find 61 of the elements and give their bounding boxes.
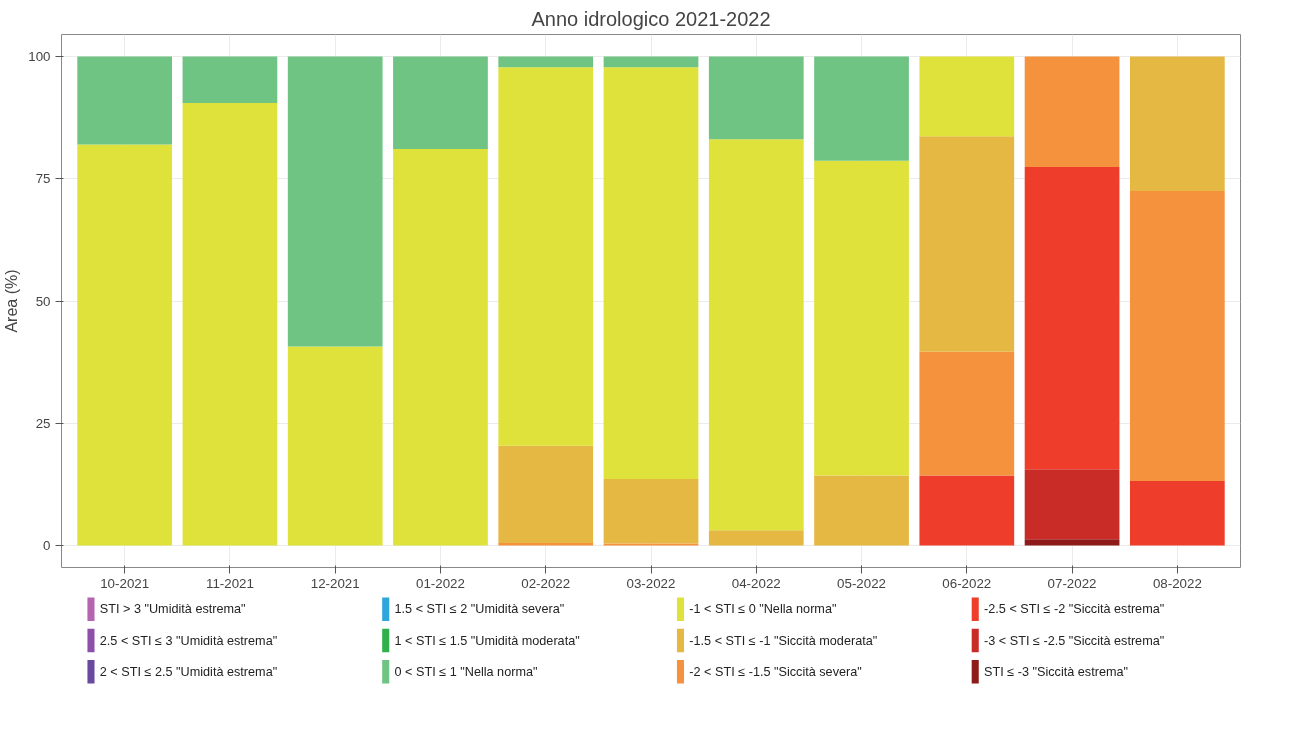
x-tick-label: 05-2022 [837,575,886,591]
legend-label: -3 < STI ≤ -2.5 "Siccità estrema" [984,633,1165,648]
legend-label: STI > 3 "Umidità estrema" [99,602,246,617]
legend-label: 1.5 < STI ≤ 2 "Umidità severa" [394,602,565,617]
bar [77,144,173,546]
bar [498,67,594,446]
bar [1024,56,1120,168]
legend-label: 1 < STI ≤ 1.5 "Umidità moderata" [394,633,580,648]
bar [287,346,383,546]
y-tick-label: 50 [35,293,51,309]
x-tick-label: 02-2022 [521,575,571,591]
legend-label: -2.5 < STI ≤ -2 "Siccità estrema" [984,602,1165,617]
bar [708,530,804,546]
y-axis-title: Area (%) [3,269,21,333]
legend-label: -1 < STI ≤ 0 "Nella norma" [689,602,837,617]
bar [919,56,1015,137]
chart-title: Anno idrologico 2021-2022 [531,7,771,30]
legend-label: 2 < STI ≤ 2.5 "Umidità estrema" [99,664,278,679]
bar [498,56,594,68]
bar [708,56,804,140]
bar [1024,469,1120,540]
legend-label: -2 < STI ≤ -1.5 "Siccità severa" [689,664,862,679]
legend-label: -1.5 < STI ≤ -1 "Siccità moderata" [689,633,878,648]
bar [919,136,1015,352]
x-tick-label: 10-2021 [100,575,150,591]
bar [182,56,278,103]
bar [603,56,699,68]
y-tick-label: 25 [35,415,51,431]
x-tick-label: 06-2022 [942,575,992,591]
bar [393,56,488,149]
bar [708,139,804,531]
x-tick-label: 11-2021 [205,575,254,591]
x-tick-label: 12-2021 [310,575,360,591]
bar [77,56,173,145]
legend-label: 0 < STI ≤ 1 "Nella norma" [394,664,538,679]
legend-label: STI ≤ -3 "Siccità estrema" [984,664,1129,679]
bar [603,67,699,479]
bar [1129,190,1225,481]
y-tick-label: 75 [35,171,51,187]
bar [287,56,383,347]
x-tick-label: 08-2022 [1152,575,1202,591]
y-tick-label: 100 [28,49,51,64]
x-tick-label: 03-2022 [626,575,676,591]
bar [603,478,699,544]
y-tick-label: 0 [43,538,51,553]
bar [1129,480,1225,546]
bar [1024,539,1120,546]
bar [919,475,1015,546]
bar [814,160,909,476]
bar [919,351,1015,476]
bar [1024,167,1120,470]
bar [393,148,488,546]
bar [814,56,909,161]
bar [814,475,909,546]
bar [1129,56,1225,191]
bar [182,102,278,546]
x-tick-label: 01-2022 [416,575,465,591]
x-tick-label: 07-2022 [1047,575,1097,591]
bar [498,445,594,544]
x-tick-label: 04-2022 [731,575,781,591]
legend-label: 2.5 < STI ≤ 3 "Umidità estrema" [99,633,278,648]
